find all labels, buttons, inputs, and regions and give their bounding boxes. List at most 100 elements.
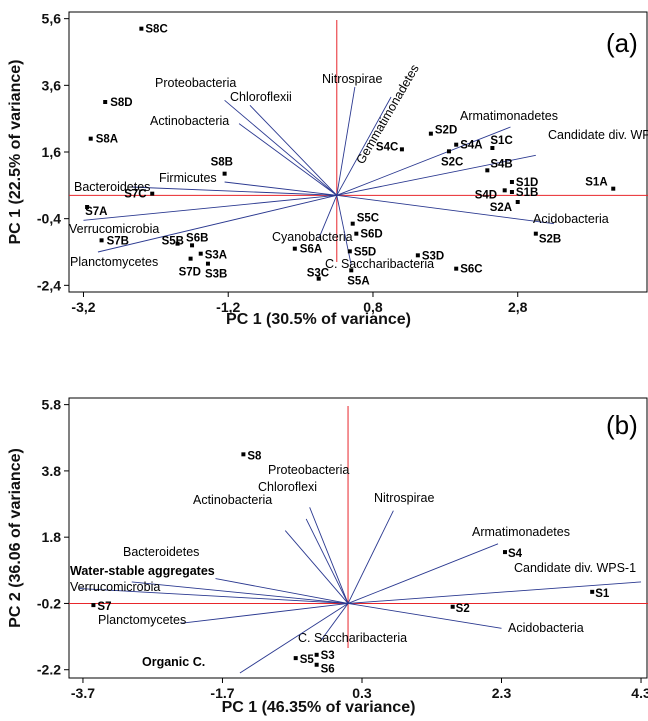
sample-point — [454, 267, 458, 271]
sample-point — [206, 262, 210, 266]
sample-label: S6 — [321, 664, 335, 676]
sample-point — [485, 168, 489, 172]
vector-label: Firmicutes — [159, 171, 217, 185]
loading-vector — [83, 195, 336, 220]
y-axis-title: PC 2 (36.06 of variance) — [7, 448, 24, 628]
vector-label: Nitrospirae — [374, 491, 434, 505]
x-axis-title: PC 1 (30.5% of variance) — [226, 311, 411, 328]
y-tick-label: 5.8 — [42, 397, 62, 413]
sample-point — [354, 232, 358, 236]
sample-point — [503, 550, 507, 554]
sample-point — [510, 180, 514, 184]
sample-point — [516, 200, 520, 204]
vector-label: Verrucomicrobia — [70, 580, 160, 594]
sample-label: S2D — [435, 125, 457, 137]
sample-point — [199, 252, 203, 256]
sample-label: S8D — [110, 97, 132, 109]
sample-label: S1B — [516, 187, 538, 199]
loading-vector — [348, 511, 393, 604]
loading-vector — [250, 105, 337, 195]
vector-label: Verrucomicrobia — [69, 222, 159, 236]
sample-point — [416, 253, 420, 257]
x-axis-title: PC 1 (46.35% of variance) — [222, 699, 416, 716]
vector-label: Bacteroidetes — [123, 545, 199, 559]
panel-label: (b) — [606, 410, 638, 440]
sample-label: S4B — [490, 158, 512, 170]
sample-label: S6D — [360, 229, 382, 241]
vector-label: Candidate div. WPS-1 — [548, 128, 648, 142]
sample-label: S3D — [422, 250, 444, 262]
panel-b-biplot: -3.7 -1.7 0.3 2.3 4.3 -2.2 -0.2 1.8 3.8 5.8 PC 1 (… — [7, 397, 648, 716]
vector-label: Water-stable aggregates — [70, 564, 215, 578]
sample-label: S5B — [162, 236, 184, 248]
vector-label: Proteobacteria — [268, 463, 349, 477]
x-tick-label: -3,2 — [71, 299, 95, 315]
sample-label: S7 — [97, 601, 111, 613]
y-tick-label: 1.8 — [42, 529, 62, 545]
vector-label: C. Saccharibacteria — [298, 631, 407, 645]
y-tick-label: -0,4 — [37, 211, 61, 227]
vector-label: Candidate div. WPS-1 — [514, 561, 636, 575]
sample-point — [503, 188, 507, 192]
vector-label: Armatimonadetes — [472, 525, 570, 539]
vector-label: Cyanobacteria — [272, 230, 353, 244]
sample-point — [315, 653, 319, 657]
y-tick-label: -0.2 — [37, 595, 61, 611]
sample-point — [429, 132, 433, 136]
panel-label: (a) — [606, 28, 638, 58]
sample-point — [189, 257, 193, 261]
loading-vector — [225, 100, 337, 195]
vector-label: Actinobacteria — [193, 493, 272, 507]
vector-label: Chloroflexi — [258, 480, 317, 494]
sample-label: S5A — [347, 275, 369, 287]
loading-vector — [131, 187, 337, 195]
x-tick-label: 2.3 — [492, 685, 512, 701]
vector-label: Nitrospirae — [322, 72, 382, 86]
y-tick-label: 3.8 — [42, 463, 62, 479]
vector-label: Acidobacteria — [508, 621, 584, 635]
sample-label: S4 — [508, 548, 523, 560]
sample-label: S3B — [205, 269, 227, 281]
sample-label: S1A — [585, 177, 607, 189]
sample-label: S5 — [300, 654, 315, 666]
y-tick-label: -2,4 — [37, 277, 61, 293]
sample-point — [351, 222, 355, 226]
loading-vector — [306, 519, 348, 603]
sample-point — [590, 590, 594, 594]
sample-point — [100, 238, 104, 242]
x-tick-label: -3.7 — [71, 685, 95, 701]
sample-label: S8 — [247, 450, 262, 462]
sample-label: S2 — [456, 603, 470, 615]
vector-label: Planctomycetes — [70, 255, 158, 269]
sample-point — [293, 247, 297, 251]
sample-label: S3C — [307, 268, 329, 280]
sample-point — [241, 452, 245, 456]
sample-label: S7C — [124, 189, 146, 201]
vector-label: Actinobacteria — [150, 114, 229, 128]
sample-point — [103, 100, 107, 104]
sample-label: S7D — [179, 267, 201, 279]
sample-label: S6B — [186, 232, 208, 244]
sample-label: S1C — [490, 135, 512, 147]
sample-label: S2A — [490, 202, 512, 214]
sample-point — [89, 137, 93, 141]
loading-vector — [181, 603, 348, 623]
vector-label: Planctomycetes — [98, 613, 186, 627]
sample-point — [150, 192, 154, 196]
sample-point — [611, 187, 615, 191]
sample-point — [91, 603, 95, 607]
x-tick-label: 2,8 — [508, 299, 528, 315]
loading-vector — [132, 582, 348, 604]
sample-label: S5D — [354, 246, 376, 258]
x-tick-label: 4.3 — [631, 685, 648, 701]
sample-label: S4C — [376, 141, 398, 153]
loading-vector — [310, 507, 348, 603]
sample-label: S4A — [460, 140, 482, 152]
sample-label: S7B — [107, 235, 129, 247]
sample-point — [294, 656, 298, 660]
vector-label: Chloroflexii — [230, 90, 292, 104]
loading-vector — [348, 603, 501, 628]
y-tick-label: 5,6 — [42, 11, 62, 27]
sample-point — [139, 27, 143, 31]
y-tick-label: -2.2 — [37, 662, 61, 678]
